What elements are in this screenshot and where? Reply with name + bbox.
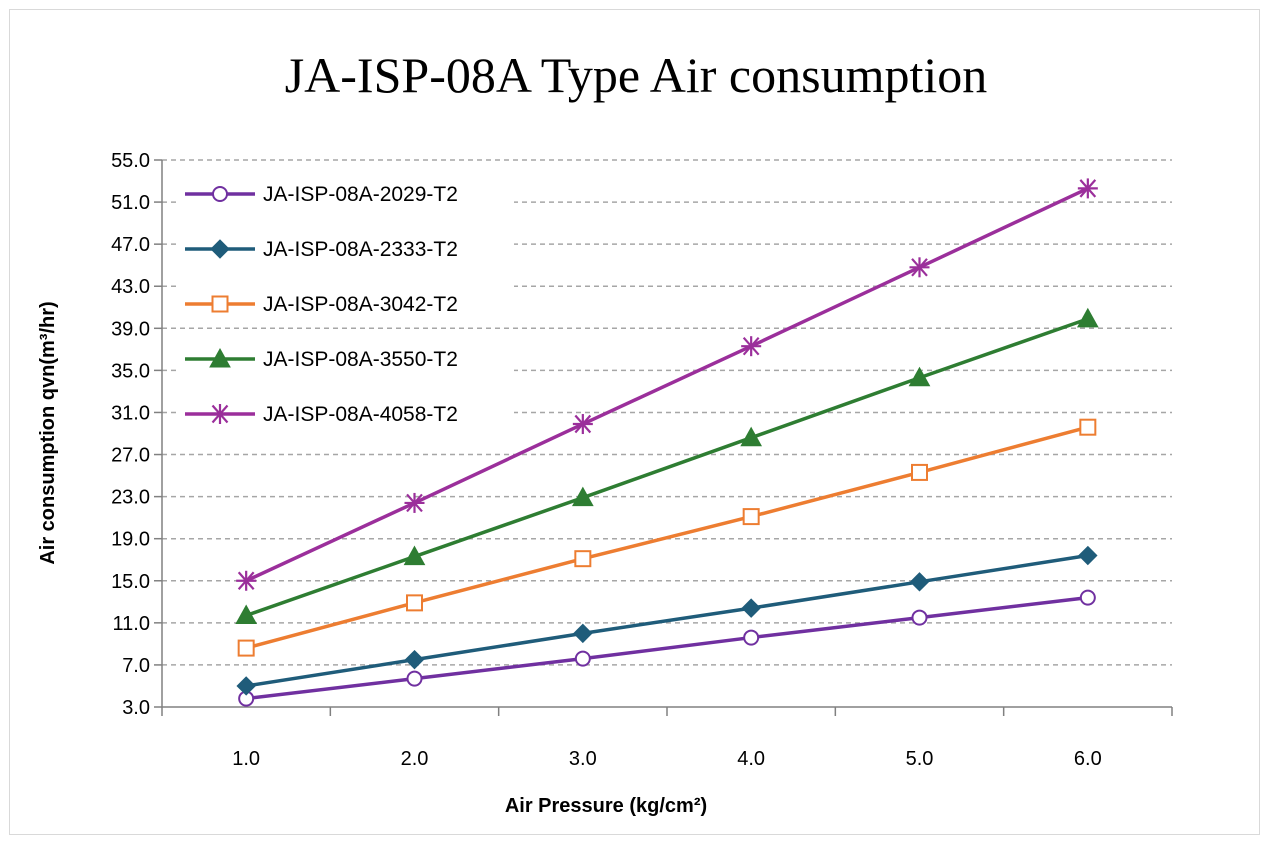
data-point: [911, 463, 928, 481]
y-tick-label: 11.0: [113, 613, 150, 635]
data-point: [742, 508, 760, 526]
x-tick-label: 6.0: [1074, 748, 1102, 770]
x-tick-label: 4.0: [737, 748, 765, 770]
axes: [154, 159, 1173, 716]
series-line: [245, 186, 1089, 583]
data-point: [1079, 418, 1097, 436]
data-point: [573, 623, 593, 644]
data-point: [1079, 589, 1096, 606]
x-tick-label: 2.0: [401, 748, 429, 770]
data-point: [210, 404, 230, 424]
legend-label: JA-ISP-08A-4058-T2: [263, 403, 458, 426]
y-tick-label: 43.0: [111, 276, 150, 298]
data-point: [1077, 178, 1098, 199]
y-tick-label: 27.0: [111, 445, 150, 467]
series-line: [245, 317, 1089, 618]
data-point: [571, 486, 594, 507]
series-line: [245, 425, 1089, 650]
data-point: [237, 639, 255, 657]
series-line: [245, 595, 1089, 701]
series-markers: [235, 178, 1099, 707]
chart-title: JA-ISP-08A Type Air consumption: [285, 47, 988, 103]
data-point: [404, 649, 425, 670]
legend: JA-ISP-08A-2029-T2 JA-ISP-08A-2333-T2 JA-I…: [179, 174, 514, 434]
legend-label: JA-ISP-08A-2029-T2: [263, 183, 458, 206]
data-point: [909, 572, 930, 592]
data-point: [235, 604, 258, 624]
data-point: [572, 414, 593, 435]
y-tick-label: 15.0: [111, 571, 150, 593]
legend-label: JA-ISP-08A-3550-T2: [263, 348, 458, 371]
y-tick-label: 19.0: [111, 529, 150, 551]
y-tick-label: 23.0: [111, 487, 150, 509]
y-tick-label: 51.0: [111, 192, 150, 214]
data-point: [212, 186, 228, 202]
data-point: [740, 426, 763, 447]
data-point: [1076, 307, 1099, 328]
data-point: [406, 670, 423, 687]
data-point: [236, 570, 257, 591]
data-point: [236, 676, 256, 696]
data-point: [211, 295, 229, 313]
data-point: [908, 366, 931, 387]
grid-lines: [162, 159, 1172, 666]
y-tick-labels: 3.0 7.0 11.0 15.0 19.0 23.0 27.0 31.0 35.0 39.0 43…: [111, 150, 150, 719]
y-tick-label: 39.0: [111, 318, 150, 340]
data-point: [909, 257, 930, 278]
x-tick-label: 3.0: [569, 748, 597, 770]
legend-label: JA-ISP-08A-3042-T2: [263, 293, 458, 316]
x-tick-label: 5.0: [906, 748, 934, 770]
x-tick-labels: 1.0 2.0 3.0 4.0 5.0 6.0: [232, 748, 1101, 770]
series-lines: [245, 186, 1089, 701]
data-point: [404, 492, 425, 513]
data-point: [210, 239, 230, 259]
data-point: [209, 347, 231, 368]
x-tick-label: 1.0: [232, 748, 260, 770]
legend-label: JA-ISP-08A-2333-T2: [263, 238, 458, 261]
y-tick-label: 7.0: [122, 655, 150, 677]
data-point: [406, 594, 423, 612]
y-tick-label: 47.0: [111, 234, 150, 256]
y-tick-label: 31.0: [111, 402, 150, 424]
data-point: [1078, 545, 1098, 566]
x-axis-label: Air Pressure (kg/cm²): [505, 795, 707, 817]
y-axis-label: Air consumption qvn(m³/hr): [37, 301, 59, 564]
y-tick-label: 35.0: [111, 360, 150, 382]
data-point: [743, 629, 760, 646]
data-point: [403, 545, 426, 566]
series-line: [245, 553, 1089, 688]
y-tick-label: 55.0: [111, 150, 150, 172]
data-point: [911, 609, 928, 626]
data-point: [741, 336, 762, 357]
data-point: [574, 650, 591, 667]
y-tick-label: 3.0: [122, 697, 150, 719]
data-point: [741, 598, 761, 618]
data-point: [574, 550, 592, 568]
